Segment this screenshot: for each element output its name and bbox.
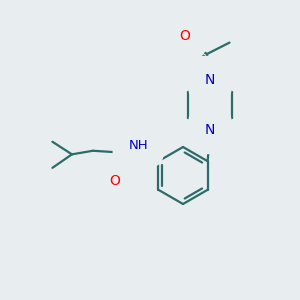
Text: NH: NH — [128, 139, 148, 152]
Text: N: N — [205, 124, 215, 137]
Text: N: N — [205, 73, 215, 86]
Text: O: O — [179, 29, 190, 43]
Text: O: O — [109, 174, 120, 188]
